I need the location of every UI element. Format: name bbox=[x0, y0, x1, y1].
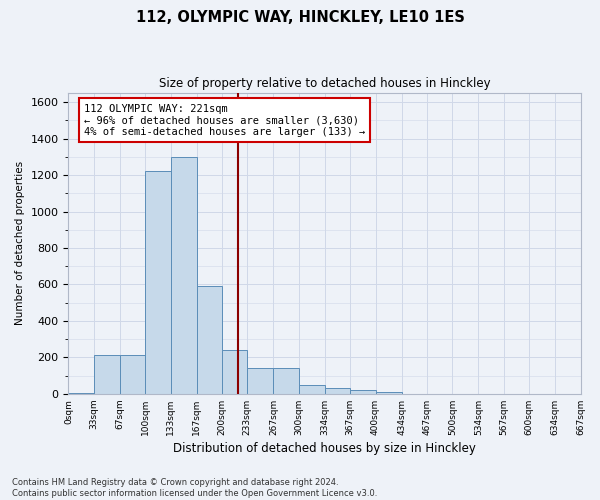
Title: Size of property relative to detached houses in Hinckley: Size of property relative to detached ho… bbox=[158, 78, 490, 90]
Bar bbox=[376, 392, 401, 394]
Bar bbox=[299, 384, 325, 394]
X-axis label: Distribution of detached houses by size in Hinckley: Distribution of detached houses by size … bbox=[173, 442, 476, 455]
Bar bbox=[247, 368, 274, 394]
Bar bbox=[274, 368, 299, 394]
Text: 112, OLYMPIC WAY, HINCKLEY, LE10 1ES: 112, OLYMPIC WAY, HINCKLEY, LE10 1ES bbox=[136, 10, 464, 25]
Text: 112 OLYMPIC WAY: 221sqm
← 96% of detached houses are smaller (3,630)
4% of semi-: 112 OLYMPIC WAY: 221sqm ← 96% of detache… bbox=[84, 104, 365, 137]
Bar bbox=[94, 354, 120, 394]
Bar bbox=[325, 388, 350, 394]
Y-axis label: Number of detached properties: Number of detached properties bbox=[15, 162, 25, 326]
Bar bbox=[197, 286, 222, 394]
Bar bbox=[68, 393, 94, 394]
Text: Contains HM Land Registry data © Crown copyright and database right 2024.
Contai: Contains HM Land Registry data © Crown c… bbox=[12, 478, 377, 498]
Bar bbox=[222, 350, 247, 394]
Bar bbox=[120, 354, 145, 394]
Bar bbox=[350, 390, 376, 394]
Bar bbox=[145, 172, 170, 394]
Bar bbox=[170, 157, 197, 394]
